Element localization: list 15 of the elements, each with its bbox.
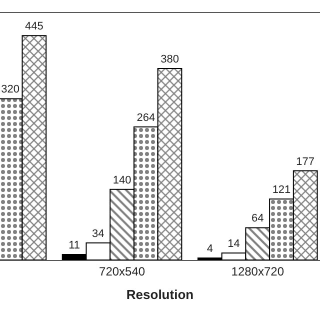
data-label: 445	[24, 20, 44, 33]
data-label: 177	[296, 156, 315, 168]
data-label: 34	[92, 228, 104, 240]
data-label: 264	[136, 112, 156, 124]
data-label: 64	[252, 212, 264, 225]
data-label: 140	[112, 174, 132, 186]
x-axis-title: Resolution	[126, 287, 194, 302]
data-label: 320	[1, 84, 20, 96]
data-label: 121	[272, 184, 291, 196]
data-label: 14	[228, 238, 240, 250]
data-label: 11	[68, 239, 80, 252]
x-tick-label: 720x540	[99, 264, 146, 278]
data-label: 4	[206, 242, 213, 255]
data-label: 380	[160, 53, 179, 66]
x-tick-label: 1280x720	[231, 264, 284, 278]
